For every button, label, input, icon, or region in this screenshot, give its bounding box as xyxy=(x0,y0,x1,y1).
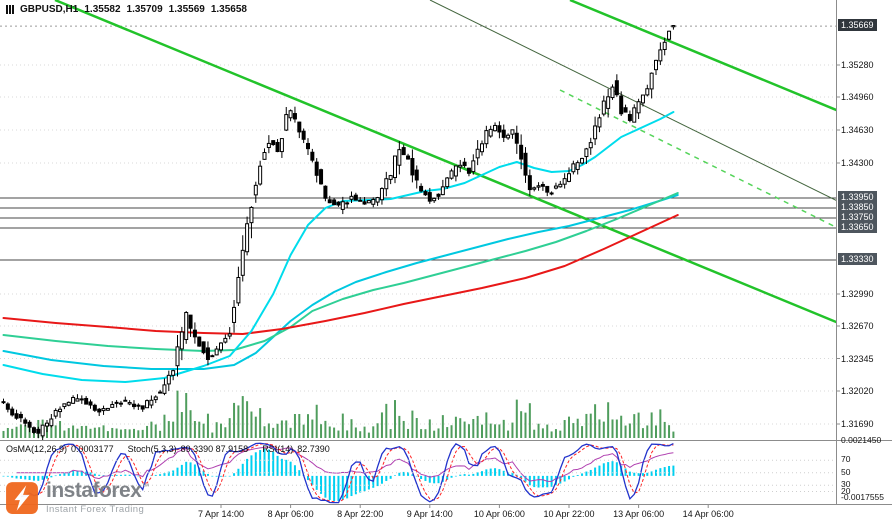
price-axis-label: 1.34960 xyxy=(841,92,874,102)
instaforex-logo-icon xyxy=(6,481,38,514)
price-axis-label: 1.32990 xyxy=(841,289,874,299)
time-axis-label: 8 Apr 06:00 xyxy=(267,509,314,519)
ohlc-close: 1.35658 xyxy=(210,4,247,15)
time-axis-label: 7 Apr 14:00 xyxy=(197,509,245,519)
price-axis-label: 1.32345 xyxy=(841,353,874,364)
time-axis-label: 13 Apr 06:00 xyxy=(613,509,665,519)
price-axis-label: 1.35280 xyxy=(841,60,874,70)
trademark-symbol: ™ xyxy=(141,482,149,491)
indicator-level-label: 70 xyxy=(841,454,851,465)
price-axis-label: 1.34630 xyxy=(841,125,874,135)
stoch-label: Stoch(5,3,3) xyxy=(127,444,177,454)
price-axis-label: 1.34300 xyxy=(841,158,874,168)
instaforex-watermark: instaforex™ Instant Forex Trading xyxy=(5,480,149,515)
rsi-label: RSI(14) xyxy=(262,444,294,454)
price-level-badge: 1.33750 xyxy=(838,211,877,223)
price-axis-label: 1.32020 xyxy=(841,386,874,396)
stoch-values: 89.3390 87.9158 xyxy=(180,444,249,454)
price-axis-label: 1.32670 xyxy=(841,321,874,331)
chart-symbol-icon xyxy=(6,5,14,14)
symbol-info: GBPUSD,H1 1.35582 1.35709 1.35569 1.3565… xyxy=(6,4,247,15)
time-axis-label: 10 Apr 06:00 xyxy=(473,509,525,519)
time-axis-label: 10 Apr 22:00 xyxy=(543,509,595,519)
watermark-tagline: Instant Forex Trading xyxy=(46,504,145,515)
osma-value: 0.0003177 xyxy=(71,444,114,454)
time-axis-label: 9 Apr 14:00 xyxy=(406,509,453,519)
symbol-timeframe: GBPUSD,H1 xyxy=(20,4,79,15)
indicator-scale-max-label: 0.0021450 xyxy=(841,434,882,445)
rsi-value: 82.7390 xyxy=(297,444,330,454)
indicator-labels: OsMA(12,26,9) 0.0003177 Stoch(5,3,3) 89.… xyxy=(6,444,330,454)
ohlc-high: 1.35709 xyxy=(126,4,163,15)
price-level-badge: 1.33950 xyxy=(838,191,877,203)
indicator-level-label: 20 xyxy=(841,485,851,496)
time-axis-label: 8 Apr 22:00 xyxy=(337,509,384,519)
watermark-brand: instaforex™ xyxy=(46,479,149,502)
price-level-badge: 1.33330 xyxy=(838,253,877,265)
price-level-badge: 1.33850 xyxy=(838,201,877,213)
price-axis-label: 1.31690 xyxy=(841,419,874,429)
current-price-badge: 1.35669 xyxy=(838,19,877,32)
osma-label: OsMA(12,26,9) xyxy=(6,444,68,454)
indicator-level-label: 30 xyxy=(841,479,851,490)
price-level-badge: 1.33650 xyxy=(838,221,877,233)
ohlc-open: 1.35582 xyxy=(84,4,121,15)
ohlc-low: 1.35569 xyxy=(168,4,205,15)
indicator-scale-min-label: -0.0017555 xyxy=(841,492,885,502)
time-axis-label: 14 Apr 06:00 xyxy=(682,509,734,519)
indicator-level-label: 50 xyxy=(841,466,851,477)
